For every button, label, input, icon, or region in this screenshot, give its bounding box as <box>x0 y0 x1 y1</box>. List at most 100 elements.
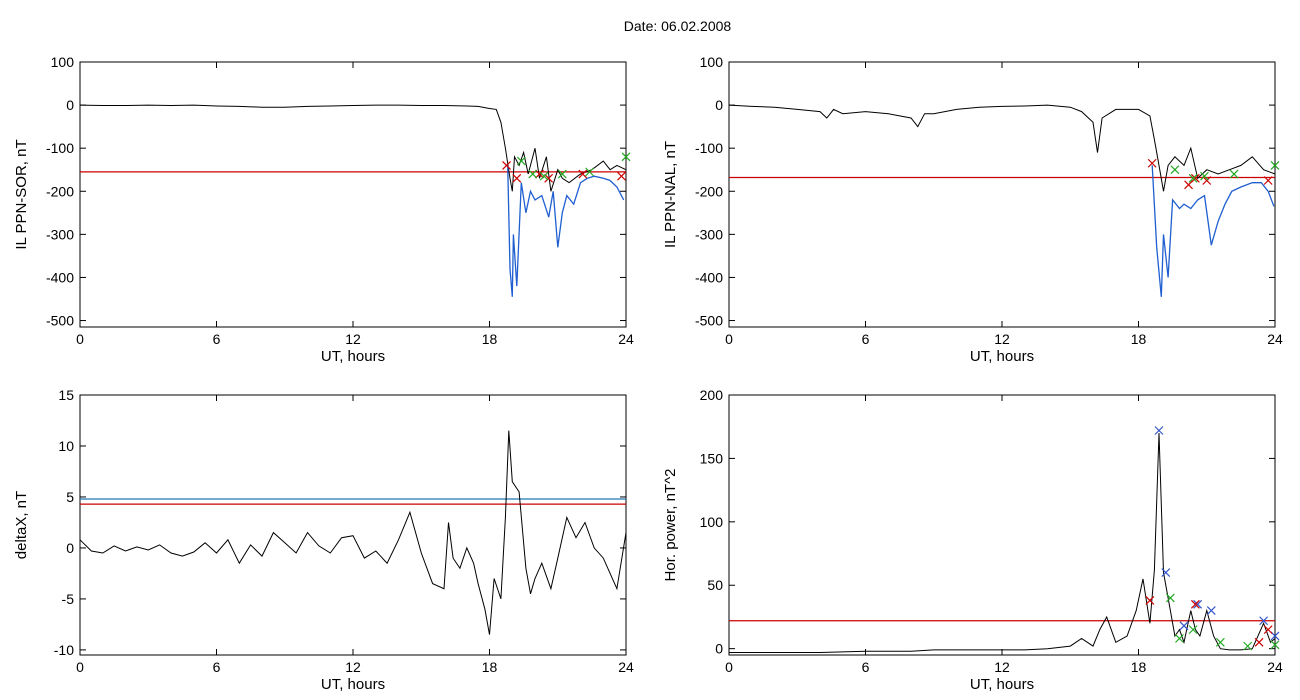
marker-red <box>544 173 554 183</box>
marker-stroke <box>1259 616 1269 626</box>
marker-stroke <box>1147 158 1157 168</box>
marker-stroke <box>1229 169 1239 179</box>
marker-blue <box>1154 426 1164 435</box>
x-tick-label: 24 <box>618 659 634 675</box>
x-tick-label: 6 <box>213 331 221 347</box>
marker-red <box>1263 625 1273 635</box>
marker-stroke <box>1215 637 1225 647</box>
marker-red <box>535 169 544 179</box>
marker-green <box>621 152 631 162</box>
marker-stroke <box>1202 176 1212 185</box>
x-axis-label: UT, hours <box>321 348 385 365</box>
overlay-series-line <box>507 165 625 297</box>
marker-stroke <box>1161 568 1171 577</box>
marker-stroke <box>617 171 626 181</box>
marker-green <box>1215 637 1225 647</box>
y-tick-label: 0 <box>66 540 74 556</box>
y-tick-label: -500 <box>695 313 723 329</box>
y-tick-label: 15 <box>58 387 74 403</box>
marker-stroke <box>512 173 522 183</box>
marker-blue <box>1206 606 1216 616</box>
marker-stroke <box>1263 176 1273 185</box>
marker-red <box>578 169 588 179</box>
marker-red <box>1145 596 1155 605</box>
data-series-line <box>79 430 627 635</box>
y-tick-label: -500 <box>46 313 74 329</box>
marker-green <box>1270 160 1280 170</box>
marker-green <box>1170 165 1180 175</box>
y-tick-label: -400 <box>695 269 723 285</box>
x-tick-label: 18 <box>482 659 498 675</box>
marker-stroke <box>1263 625 1273 635</box>
marker-green <box>585 167 595 177</box>
marker-green <box>516 156 526 166</box>
marker-stroke <box>1270 631 1280 641</box>
y-tick-label: -300 <box>695 226 723 242</box>
y-tick-label: 100 <box>700 54 724 70</box>
y-tick-label: -100 <box>46 140 74 156</box>
panel-il-sor: 0 6 12 18 24 100 0 -100 -200 -300 -400 -500 UT, hour… <box>13 54 634 365</box>
marker-green <box>539 171 549 181</box>
y-tick-label: -300 <box>46 226 74 242</box>
marker-green <box>1188 625 1198 635</box>
x-tick-label: 6 <box>862 331 870 347</box>
y-tick-label: 0 <box>66 97 74 113</box>
panel-deltax: 0 6 12 18 24 15 10 5 0 -5 -10 UT, hours deltaX, nT <box>13 387 634 693</box>
marker-stroke <box>1179 621 1189 631</box>
x-tick-label: 0 <box>725 659 733 675</box>
x-tick-label: 24 <box>1267 659 1283 675</box>
x-tick-label: 12 <box>345 659 361 675</box>
marker-stroke <box>1170 165 1180 175</box>
marker-stroke <box>621 152 631 162</box>
marker-stroke <box>1206 606 1216 616</box>
y-tick-label: 0 <box>715 641 723 657</box>
x-tick-label: 18 <box>1131 331 1147 347</box>
marker-red <box>502 160 511 170</box>
x-tick-label: 24 <box>618 331 634 347</box>
marker-stroke <box>528 169 538 179</box>
marker-stroke <box>1188 625 1198 635</box>
marker-stroke <box>1188 173 1198 183</box>
x-tick-label: 24 <box>1267 331 1283 347</box>
y-tick-label: 200 <box>700 387 724 403</box>
x-tick-label: 0 <box>76 331 84 347</box>
marker-stroke <box>544 173 554 183</box>
x-tick-label: 12 <box>994 659 1010 675</box>
plot-frame <box>728 61 1276 328</box>
marker-stroke <box>1175 634 1184 643</box>
marker-red <box>1202 176 1212 185</box>
panel-hor-power: 0 6 12 18 24 200 150 100 50 0 UT, hours Hor. power,… <box>662 387 1283 693</box>
marker-blue <box>1161 568 1171 577</box>
marker-green <box>557 169 567 179</box>
x-tick-label: 0 <box>76 659 84 675</box>
marker-green <box>1165 593 1175 603</box>
marker-red <box>1254 637 1264 647</box>
y-tick-label: 100 <box>700 514 724 530</box>
figure-title: Date: 06.02.2008 <box>623 18 732 34</box>
marker-stroke <box>1165 593 1175 603</box>
marker-stroke <box>578 169 588 179</box>
marker-green <box>528 169 538 179</box>
marker-green <box>1200 171 1209 181</box>
data-series-line <box>79 104 627 192</box>
marker-stroke <box>535 169 544 179</box>
y-axis-label: deltaX, nT <box>13 491 30 559</box>
y-tick-label: 150 <box>700 450 724 466</box>
marker-stroke <box>1190 599 1200 609</box>
plot-frame <box>79 61 627 328</box>
plot-frame <box>728 394 1276 656</box>
marker-red <box>617 171 626 181</box>
marker-green <box>1188 173 1198 183</box>
x-tick-label: 12 <box>994 331 1010 347</box>
marker-green <box>1175 634 1184 643</box>
marker-stroke <box>1243 641 1253 651</box>
y-tick-label: 0 <box>715 97 723 113</box>
x-axis-label: UT, hours <box>321 676 385 693</box>
marker-stroke <box>1145 596 1155 605</box>
marker-stroke <box>1200 171 1209 181</box>
y-tick-label: 10 <box>58 438 74 454</box>
x-tick-label: 12 <box>345 331 361 347</box>
panel-il-nal: 0 6 12 18 24 100 0 -100 -200 -300 -400 -500 UT, hour… <box>662 54 1283 365</box>
